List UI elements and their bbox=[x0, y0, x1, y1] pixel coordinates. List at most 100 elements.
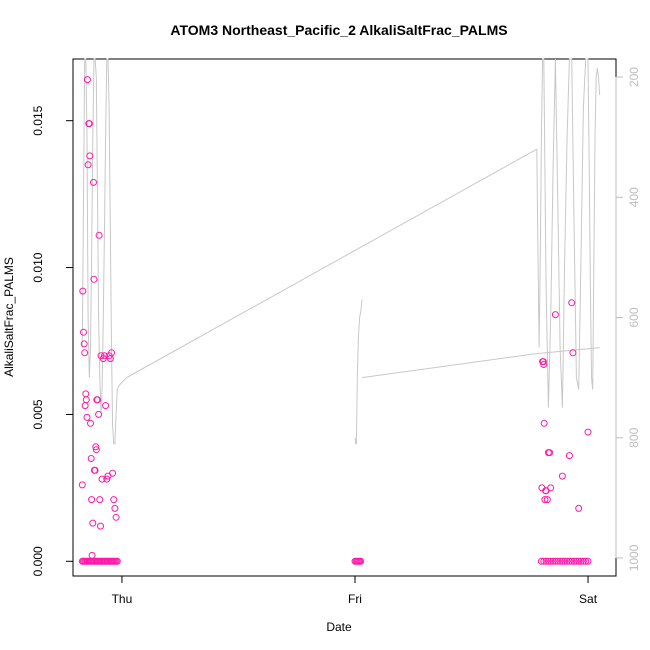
data-point bbox=[556, 557, 564, 565]
data-point bbox=[582, 557, 590, 565]
y-tick-label: 0.000 bbox=[31, 546, 45, 576]
right-tick-label: 800 bbox=[627, 427, 641, 447]
data-point bbox=[109, 469, 117, 477]
data-point bbox=[88, 496, 96, 504]
altitude-line-segment-2 bbox=[536, 58, 601, 408]
x-axis: Thu Fri Sat bbox=[112, 575, 598, 606]
data-point bbox=[554, 557, 562, 565]
x-axis-label: Date bbox=[326, 620, 352, 634]
data-point bbox=[101, 352, 108, 360]
x-tick-label: Sat bbox=[579, 592, 598, 606]
data-point bbox=[541, 496, 549, 504]
data-point bbox=[551, 311, 559, 319]
data-point bbox=[82, 390, 90, 398]
data-point bbox=[549, 557, 557, 565]
right-tick-label: 200 bbox=[627, 67, 641, 87]
y-tick-label: 0.010 bbox=[31, 252, 45, 282]
data-point bbox=[561, 557, 569, 565]
data-point bbox=[542, 557, 550, 565]
altitude-line-segment-4 bbox=[361, 353, 537, 379]
data-point bbox=[575, 557, 583, 565]
data-point bbox=[79, 287, 87, 295]
altitude-line-group bbox=[81, 58, 601, 445]
data-point bbox=[90, 275, 98, 283]
data-point bbox=[86, 152, 94, 160]
data-point bbox=[80, 328, 87, 336]
right-tick-label: 1000 bbox=[627, 544, 641, 571]
data-point bbox=[110, 496, 118, 504]
data-point bbox=[82, 396, 90, 404]
data-point bbox=[87, 419, 94, 427]
data-point bbox=[547, 484, 555, 492]
points-group bbox=[78, 76, 592, 565]
data-point bbox=[87, 455, 95, 462]
data-point bbox=[572, 557, 580, 565]
data-point bbox=[95, 231, 103, 239]
x-tick-label: Thu bbox=[112, 592, 133, 606]
plot-area bbox=[78, 58, 601, 565]
data-point bbox=[558, 557, 566, 565]
y-tick-label: 0.015 bbox=[31, 105, 45, 135]
data-point bbox=[112, 513, 120, 521]
y-axis: 0.000 0.005 0.010 0.015 bbox=[31, 105, 74, 576]
data-point bbox=[81, 349, 89, 357]
data-point bbox=[89, 519, 97, 527]
altitude-line-segment-5 bbox=[536, 347, 600, 355]
data-point bbox=[575, 504, 583, 512]
data-point bbox=[544, 557, 552, 565]
data-point bbox=[579, 557, 587, 565]
data-point bbox=[98, 475, 106, 483]
data-point bbox=[102, 402, 110, 410]
plot-frame bbox=[72, 58, 617, 577]
data-point bbox=[565, 557, 573, 565]
x-tick-label: Fri bbox=[348, 592, 362, 606]
data-point bbox=[551, 557, 559, 565]
data-point bbox=[584, 557, 592, 565]
data-point bbox=[95, 410, 103, 418]
data-point bbox=[568, 557, 576, 565]
data-point bbox=[78, 481, 86, 489]
data-point bbox=[94, 396, 101, 404]
data-point bbox=[92, 446, 100, 454]
data-point bbox=[80, 340, 88, 348]
data-point bbox=[90, 178, 97, 186]
data-point bbox=[96, 496, 104, 504]
data-point bbox=[113, 557, 121, 565]
y-tick-label: 0.005 bbox=[31, 399, 45, 429]
data-point bbox=[543, 496, 551, 504]
right-tick-label: 600 bbox=[627, 307, 641, 327]
data-point bbox=[546, 449, 554, 457]
data-point bbox=[547, 557, 555, 565]
data-point bbox=[558, 472, 566, 480]
altitude-line-segment-0 bbox=[81, 58, 127, 445]
data-point bbox=[537, 557, 545, 565]
data-point bbox=[540, 419, 548, 427]
data-point bbox=[84, 161, 92, 169]
data-point bbox=[81, 402, 89, 410]
data-point bbox=[570, 557, 578, 565]
data-point bbox=[568, 299, 576, 307]
data-point bbox=[85, 120, 93, 128]
data-point bbox=[88, 551, 96, 559]
data-point bbox=[565, 452, 573, 460]
data-point bbox=[540, 361, 548, 368]
altitude-line-segment-3 bbox=[354, 299, 363, 445]
data-point bbox=[539, 358, 547, 366]
data-point bbox=[584, 428, 592, 436]
data-point bbox=[108, 349, 115, 357]
data-point bbox=[357, 557, 365, 565]
chart-title: ATOM3 Northeast_Pacific_2 AlkaliSaltFrac… bbox=[170, 22, 507, 38]
data-point bbox=[92, 443, 100, 451]
data-point bbox=[83, 413, 91, 421]
data-point bbox=[83, 76, 91, 84]
data-point bbox=[97, 522, 104, 530]
data-point bbox=[540, 557, 548, 565]
y-axis-label: AlkaliSaltFrac_PALMS bbox=[2, 257, 16, 377]
altitude-line-segment-1 bbox=[126, 148, 538, 379]
data-point bbox=[91, 466, 99, 474]
data-point bbox=[111, 504, 119, 512]
data-point bbox=[569, 349, 577, 357]
data-point bbox=[563, 557, 571, 565]
right-tick-label: 400 bbox=[627, 187, 641, 207]
